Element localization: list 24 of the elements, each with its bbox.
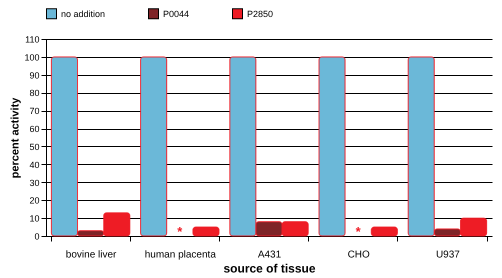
y-tick-label: 0: [34, 232, 40, 242]
annotation: *: [177, 224, 184, 240]
y-tick-label: 50: [29, 142, 40, 152]
x-axis-title: source of tissue: [223, 262, 316, 276]
x-tick-label: bovine liver: [66, 250, 118, 260]
x-tick-label: CHO: [348, 250, 370, 260]
legend-label: no addition: [61, 8, 106, 19]
y-axis-title: percent activity: [9, 96, 22, 178]
legend-label: P0044: [163, 8, 190, 19]
y-tick-label: 90: [29, 70, 40, 80]
y-tick-label: 40: [29, 160, 40, 170]
x-tick-label: A431: [258, 250, 282, 260]
y-tick-label: 60: [29, 124, 40, 134]
y-tick-label: 10: [29, 214, 40, 224]
y-tick-label: 80: [29, 88, 40, 98]
y-tick-label: 30: [29, 178, 40, 188]
legend-label: P2850: [247, 8, 274, 19]
x-tick-label: U937: [436, 250, 460, 260]
y-tick-label: 100: [24, 52, 40, 62]
y-tick-label: 70: [29, 106, 40, 116]
x-tick-label: human placenta: [144, 250, 216, 260]
y-tick-label: 20: [29, 196, 40, 206]
annotation: *: [356, 224, 362, 240]
y-tick-label: 110: [25, 34, 40, 44]
